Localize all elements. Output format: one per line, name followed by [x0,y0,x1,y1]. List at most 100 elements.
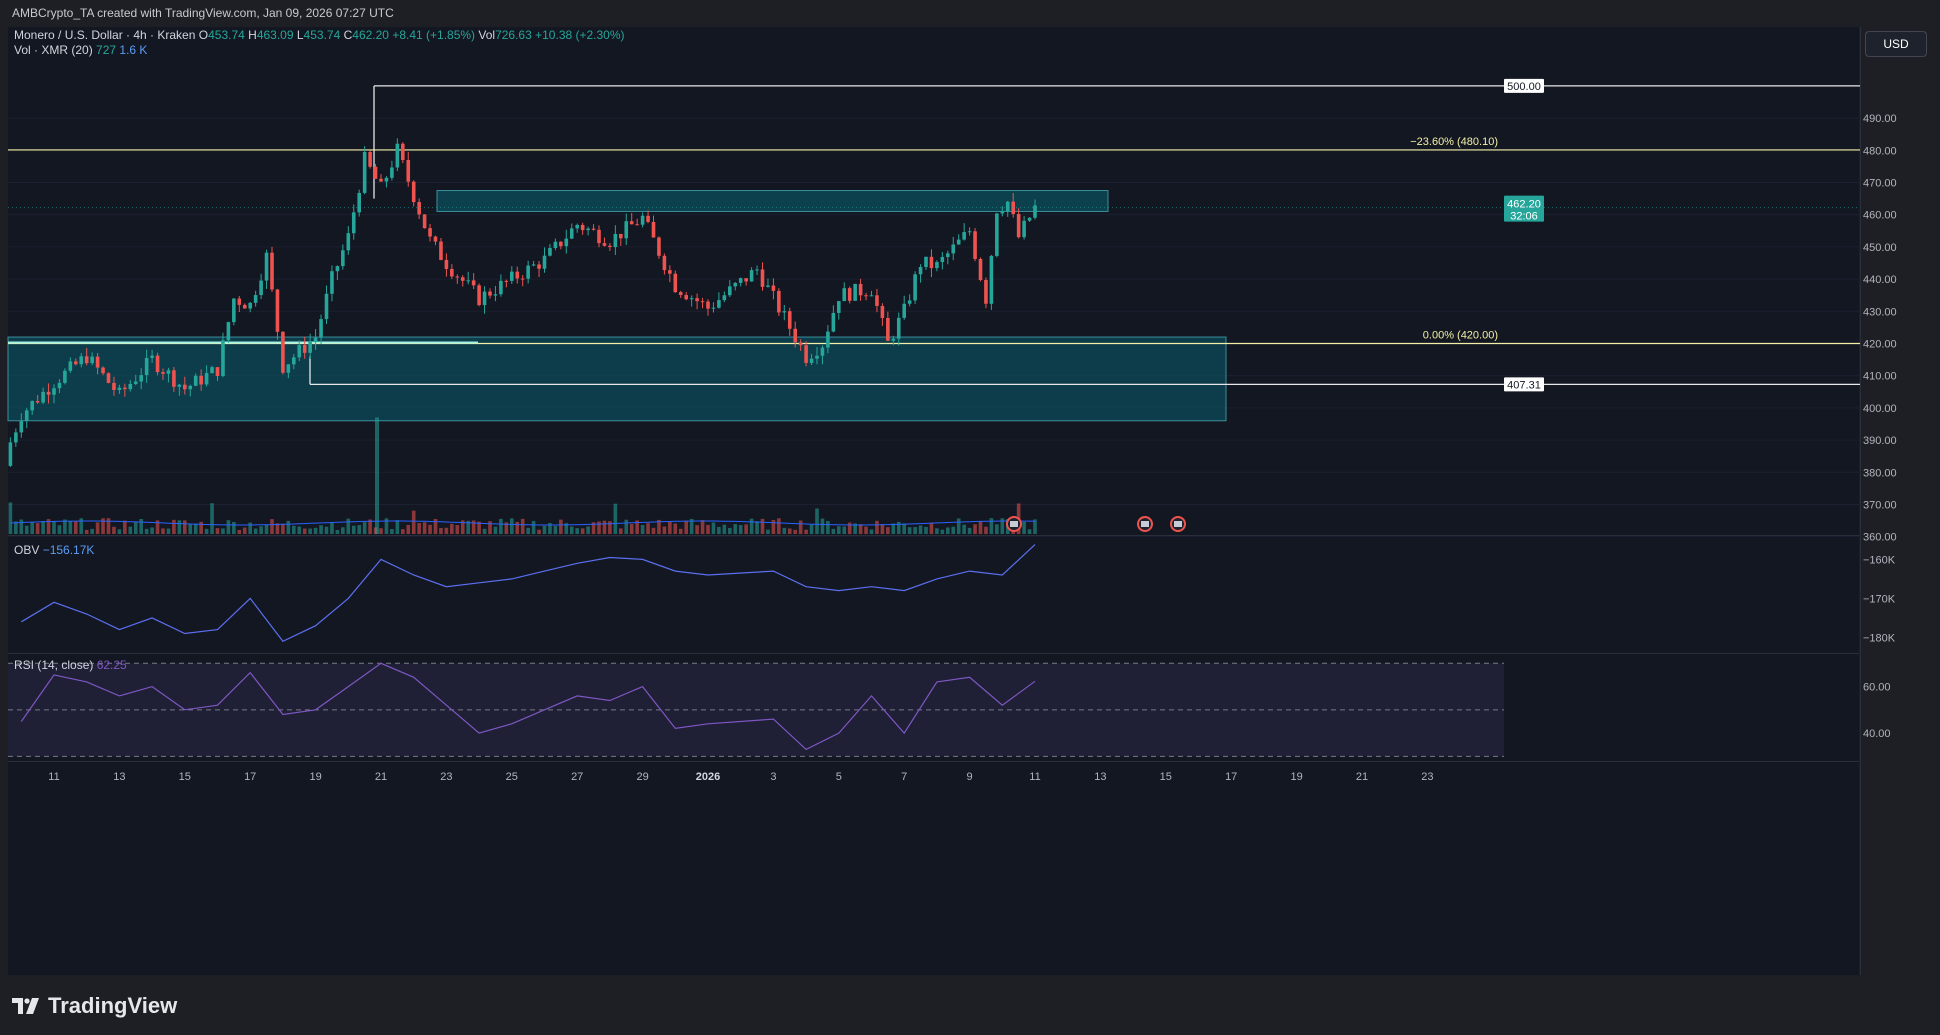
volume-bar [123,520,127,534]
candle-body [542,255,547,269]
candle [717,292,721,309]
volume-bar [886,527,890,534]
candle-body [193,375,198,386]
volume-bar [537,529,541,534]
candle [673,270,678,293]
candle [166,367,171,383]
volume-bar [798,520,803,534]
tradingview-logo-icon [12,998,39,1014]
candle-body [777,290,781,313]
candle [738,277,743,287]
candle [935,260,939,272]
candle-body [1016,214,1021,238]
candle-body [177,384,182,387]
candle [68,357,73,373]
volume-bar [324,526,329,534]
candle-body [640,215,645,225]
price-tick-label: 400.00 [1863,403,1897,415]
chart-area[interactable]: 490.00 480.00 470.00 460.00 450.00 440.00 430.… [7,27,1897,975]
volume-legend: Vol · XMR (20) 727 1.6 K [14,43,148,57]
candle-body [700,301,705,303]
volume-bar [951,526,956,534]
candle-body [384,177,389,182]
price-chart-svg[interactable]: 490.00 480.00 470.00 460.00 450.00 440.00 430.… [7,27,1940,975]
volume-bar [172,519,176,534]
obv-legend[interactable]: OBV −156.17K [14,543,95,557]
volume-bar [858,524,863,534]
candle [433,235,438,246]
candle [924,256,928,270]
candle-body [357,192,361,213]
volume-bar [864,526,868,534]
candle [411,180,416,207]
candle-body [362,152,367,193]
volume-bar [733,524,738,534]
volume-bar [41,520,45,534]
candle [422,214,427,229]
candle [379,174,383,182]
volume-bar [346,518,351,534]
volume-bar [946,527,950,534]
time-tick-label: 21 [375,771,387,783]
candle-body [259,280,263,296]
volume-bar [237,529,242,534]
symbol-legend: Monero / U.S. Dollar · 4h · Kraken O453.… [14,28,625,42]
volume-value: 726.63 [495,28,532,42]
candle-body [722,295,727,301]
candle-body [537,264,541,269]
candle [95,352,100,375]
candle-body [439,241,443,260]
volume-bar [35,523,40,534]
volume-bar [542,525,547,534]
candle [711,302,716,313]
volume-bar [520,518,525,534]
volume-bar [259,526,263,534]
candle-body [155,355,160,373]
candle-body [815,355,819,359]
obv-value: −156.17K [42,543,95,557]
volume-bar [210,503,214,534]
candle-body [19,421,24,433]
volume-bar [935,528,939,534]
candle [940,251,945,270]
volume-bar [417,523,421,534]
candle [956,234,961,245]
volume-bar [8,502,13,534]
candle-body [499,280,503,295]
candle [455,274,460,284]
candle-body [651,221,656,238]
volume-bar [177,520,182,534]
candle-body [150,355,154,358]
candle [782,304,787,321]
candle-body [629,221,634,225]
obv-tick-label: −160K [1863,554,1896,566]
volume-bar [368,519,372,534]
tradingview-logo[interactable]: TradingView [12,993,177,1019]
volume-change: +10.38 (+2.30%) [535,28,625,42]
volume-bar [700,520,705,534]
candle-body [133,381,138,384]
candle-body [237,298,242,305]
volume-bar [313,527,318,534]
candle [1016,208,1021,239]
time-tick-label: 13 [1094,771,1106,783]
candle-body [858,283,863,296]
high-value: 463.09 [256,28,294,42]
volume-bar [30,522,34,534]
candle-body [52,388,56,395]
candle-body [308,341,312,353]
candle [450,264,454,279]
candle [373,163,378,180]
candle-body [8,442,13,466]
symbol-name[interactable]: Monero / U.S. Dollar · 4h · Kraken [14,28,196,42]
currency-button[interactable]: USD [1865,31,1927,57]
rsi-line [20,662,1036,751]
volume-bar [575,528,579,534]
candle-body [559,241,563,247]
candle [139,368,143,390]
candle [226,321,231,343]
candle [526,260,530,284]
rsi-legend[interactable]: RSI (14, close) 62.25 [14,658,127,672]
price-tick-label: 440.00 [1863,274,1897,286]
candle-body [820,347,825,356]
